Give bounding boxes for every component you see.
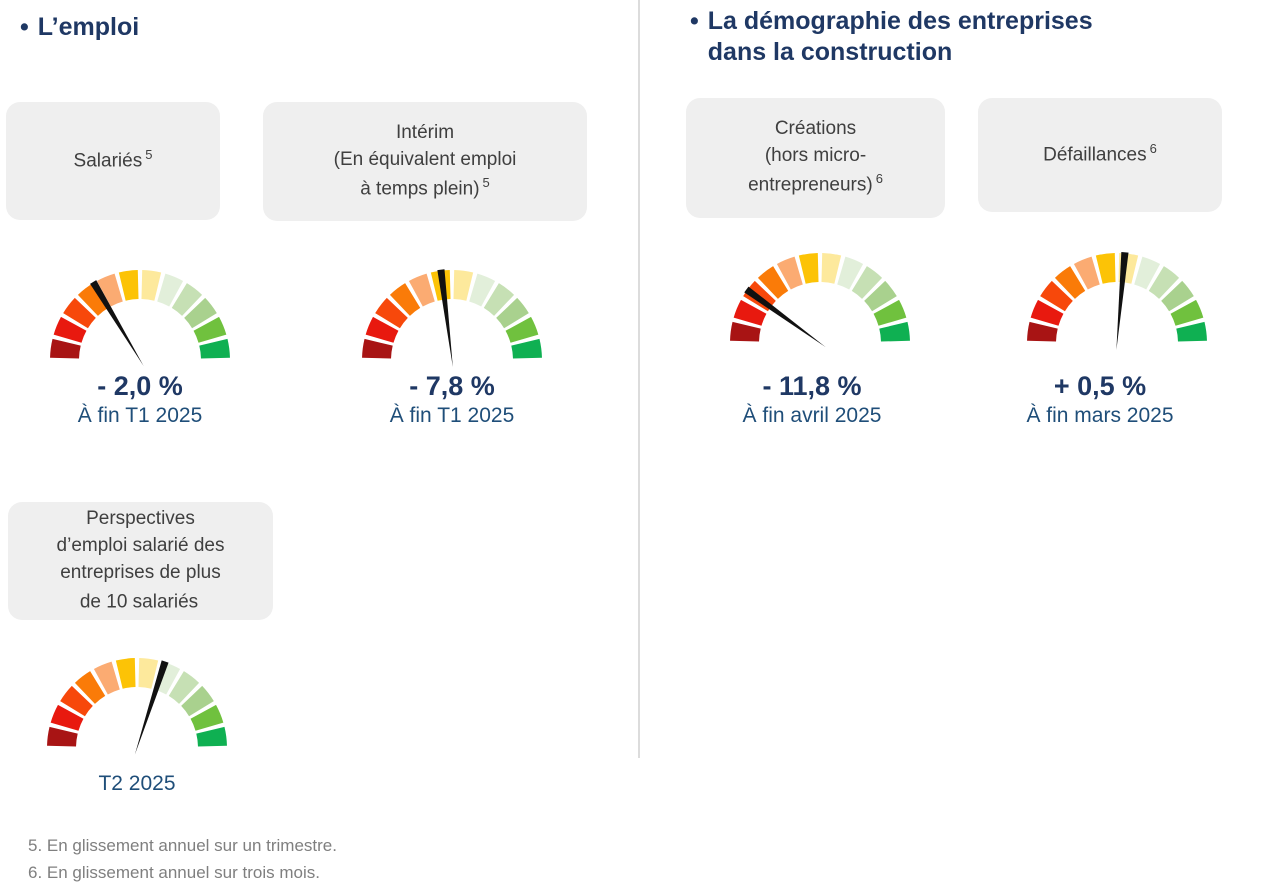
gauge-defaillances-period: À fin mars 2025 xyxy=(1026,404,1174,427)
gauge-creations xyxy=(720,243,920,361)
section-title-demographie-text: La démographie des entreprises dans la c… xyxy=(707,7,1093,66)
gauge-creations-period: À fin avril 2025 xyxy=(742,404,882,427)
gauge-interim-period: À fin T1 2025 xyxy=(389,404,515,427)
gauge-defaillances xyxy=(1017,243,1217,361)
card-creations-text: Créations (hors micro- entrepreneurs) xyxy=(748,118,873,196)
card-perspectives-label: Perspectives d’emploi salarié des entrep… xyxy=(57,506,225,616)
gauge-creations-value: - 11,8 % xyxy=(762,371,862,401)
card-interim: Intérim (En équivalent emploi à temps pl… xyxy=(263,102,587,221)
card-creations-label: Créations (hors micro- entrepreneurs) 6 xyxy=(748,116,883,199)
gauge-interim-value: - 7,8 % xyxy=(409,371,495,401)
gauge-salaries-period: À fin T1 2025 xyxy=(77,404,203,427)
card-creations-footnote-ref: 6 xyxy=(875,171,883,187)
bullet-icon: • xyxy=(690,7,699,35)
gauge-interim xyxy=(352,260,552,378)
card-salaries: Salariés 5 xyxy=(6,102,220,220)
gauge-defaillances-value: + 0,5 % xyxy=(1053,371,1147,401)
gauge-perspectives xyxy=(37,648,237,766)
card-interim-text: Intérim (En équivalent emploi à temps pl… xyxy=(333,121,517,200)
card-defaillances: Défaillances 6 xyxy=(978,98,1222,212)
card-defaillances-text: Défaillances xyxy=(1043,144,1147,166)
footnote-5: 5. En glissement annuel sur un trimestre… xyxy=(28,836,337,855)
section-title-emploi: • L’emploi xyxy=(20,12,620,43)
card-salaries-text: Salariés xyxy=(73,150,143,172)
card-perspectives-text: Perspectives d’emploi salarié des entrep… xyxy=(56,507,225,613)
bullet-icon: • xyxy=(20,13,29,41)
column-divider xyxy=(638,0,640,758)
section-title-emploi-text: L’emploi xyxy=(37,13,140,41)
section-title-demographie: • La démographie des entreprises dans la… xyxy=(690,6,1250,67)
card-creations: Créations (hors micro- entrepreneurs) 6 xyxy=(686,98,945,218)
gauge-perspectives-period: T2 2025 xyxy=(98,772,176,795)
card-interim-footnote-ref: 5 xyxy=(482,174,490,190)
gauge-salaries xyxy=(40,260,240,378)
card-salaries-footnote-ref: 5 xyxy=(145,147,153,163)
card-defaillances-label: Défaillances 6 xyxy=(1043,140,1157,169)
card-salaries-label: Salariés 5 xyxy=(74,146,153,175)
footnote-6: 6. En glissement annuel sur trois mois. xyxy=(28,863,320,882)
card-defaillances-footnote-ref: 6 xyxy=(1149,141,1157,157)
gauge-salaries-value: - 2,0 % xyxy=(97,371,183,401)
card-interim-label: Intérim (En équivalent emploi à temps pl… xyxy=(334,120,517,203)
card-perspectives: Perspectives d’emploi salarié des entrep… xyxy=(8,502,273,620)
